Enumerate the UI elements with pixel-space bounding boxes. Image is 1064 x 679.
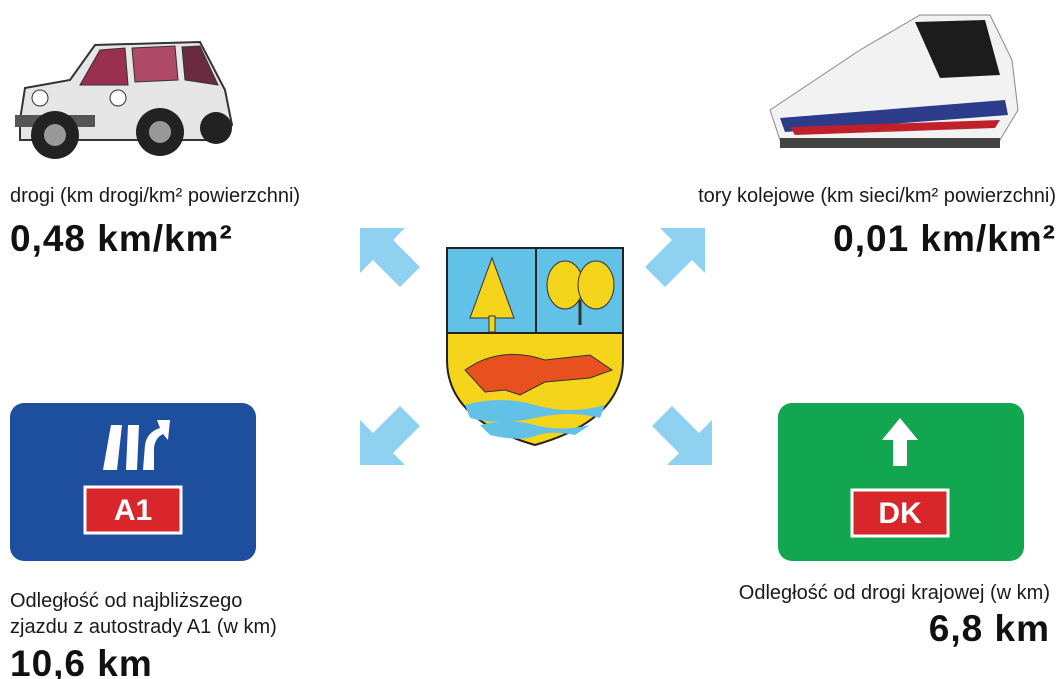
car-icon [15, 42, 232, 159]
infographic: A1 DK drogi (km drogi/km² powierzchni) 0… [0, 0, 1064, 679]
road-value: 0,48 km/km² [10, 220, 233, 257]
sign-text: A1 [114, 494, 152, 527]
arrow-down-left [360, 406, 420, 465]
graphics: A1 DK [0, 0, 1064, 679]
coat-of-arms [447, 248, 623, 445]
sign-text: DK [878, 497, 922, 530]
arrow-up-left [360, 228, 420, 287]
motorway-sign [10, 403, 256, 561]
motorway-value: 10,6 km [10, 645, 153, 679]
national-road-sign [778, 403, 1024, 561]
rail-label: tory kolejowe (km sieci/km² powierzchni) [698, 186, 1056, 206]
arrow-down-right [652, 406, 712, 465]
train-icon [770, 15, 1018, 148]
motorway-label: zjazdu z autostrady A1 (w km) [10, 617, 277, 637]
national-road-value: 6,8 km [929, 610, 1050, 647]
motorway-label: Odległość od najbliższego [10, 591, 242, 611]
road-label: drogi (km drogi/km² powierzchni) [10, 186, 300, 206]
arrow-up-right [645, 228, 705, 287]
rail-value: 0,01 km/km² [833, 220, 1056, 257]
national-road-label: Odległość od drogi krajowej (w km) [739, 583, 1050, 603]
